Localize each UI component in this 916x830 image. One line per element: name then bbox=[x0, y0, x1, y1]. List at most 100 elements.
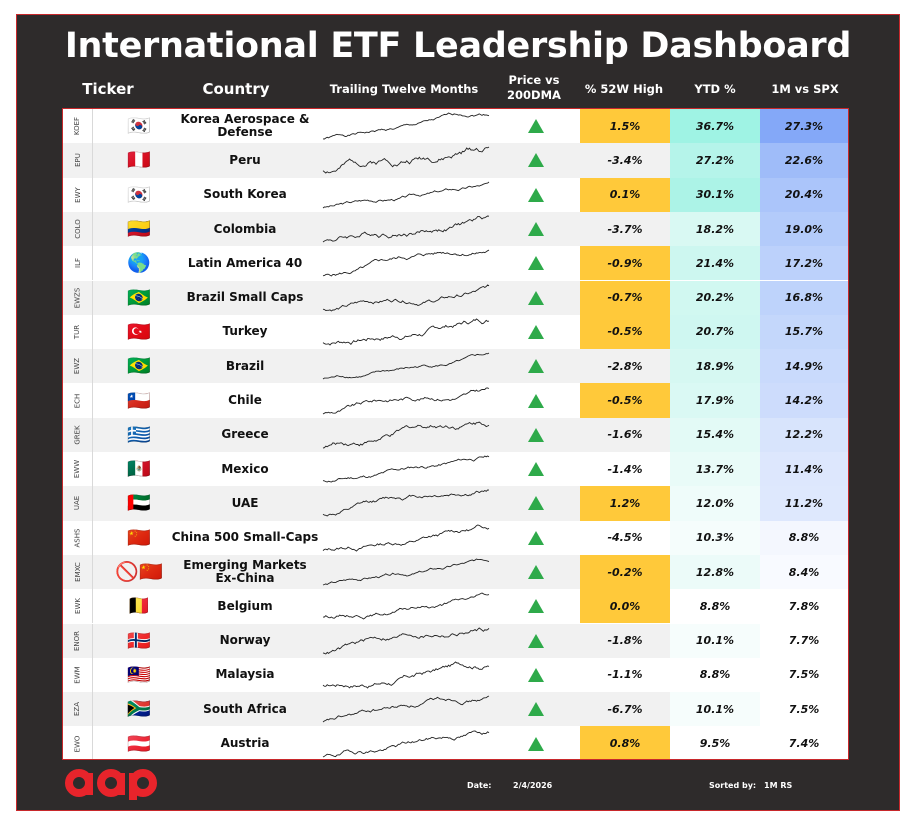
table-row: ENOR 🇳🇴 Norway -1.8% 10.1% 7.7% bbox=[63, 623, 848, 658]
ytd-cell: 20.7% bbox=[670, 314, 760, 350]
spx-value: 11.4% bbox=[784, 462, 824, 476]
ytd-value: 13.7% bbox=[695, 462, 735, 476]
pct-52w-high-value: 0.8% bbox=[609, 737, 641, 751]
pct-52w-high-value: -1.6% bbox=[607, 428, 643, 442]
country-label: South Africa bbox=[203, 701, 287, 716]
ytd-value: 27.2% bbox=[695, 153, 735, 167]
country-cell: Turkey bbox=[171, 315, 319, 349]
sparkline-cell bbox=[321, 281, 491, 315]
sparkline bbox=[322, 421, 490, 449]
up-arrow-icon bbox=[528, 633, 544, 648]
flag-icon: 🇰🇷 bbox=[127, 116, 151, 138]
pct-52w-high-value: -6.7% bbox=[607, 702, 643, 716]
flag-icon: 🇧🇷 bbox=[127, 287, 151, 309]
sparkline-cell bbox=[321, 486, 491, 520]
price-vs-200dma-cell bbox=[493, 212, 579, 246]
ytd-value: 9.5% bbox=[699, 737, 731, 751]
sparkline bbox=[322, 284, 490, 312]
ticker-cell: EWY bbox=[63, 177, 93, 212]
flag-cell: 🇿🇦 bbox=[95, 692, 183, 726]
sparkline-cell bbox=[321, 555, 491, 589]
spx-cell: 8.4% bbox=[760, 554, 848, 590]
up-arrow-icon bbox=[528, 565, 544, 580]
pct-52w-high-value: -3.4% bbox=[607, 153, 643, 167]
ticker-cell: KOEF bbox=[63, 109, 93, 144]
flag-cell: 🇬🇷 bbox=[95, 418, 183, 452]
pct-52w-high-cell: 1.5% bbox=[580, 109, 670, 144]
ytd-cell: 36.7% bbox=[670, 109, 760, 144]
country-label: Peru bbox=[229, 152, 261, 167]
flag-icon: 🇳🇴 bbox=[127, 630, 151, 652]
flag-icon: 🇵🇪 bbox=[127, 150, 151, 172]
spx-cell: 20.4% bbox=[760, 177, 848, 212]
ticker-cell: EWK bbox=[63, 589, 93, 624]
country-label: Turkey bbox=[222, 324, 268, 339]
sparkline bbox=[322, 387, 490, 414]
spx-cell: 19.0% bbox=[760, 211, 848, 247]
spx-value: 14.2% bbox=[784, 394, 824, 408]
flag-cell: 🇦🇪 bbox=[95, 486, 183, 520]
country-label: China 500 Small-Caps bbox=[171, 530, 319, 545]
spx-value: 20.4% bbox=[784, 188, 824, 202]
ytd-cell: 12.0% bbox=[670, 486, 760, 521]
table-row: TUR 🇹🇷 Turkey -0.5% 20.7% 15.7% bbox=[63, 314, 848, 350]
country-cell: Colombia bbox=[171, 212, 319, 246]
spx-value: 15.7% bbox=[784, 325, 824, 339]
header-price-vs-200dma: Price vs 200DMA bbox=[494, 73, 574, 103]
country-label: Brazil bbox=[225, 358, 265, 373]
up-arrow-icon bbox=[528, 427, 544, 442]
country-label: Norway bbox=[219, 633, 271, 648]
pct-52w-high-value: -4.5% bbox=[607, 531, 643, 545]
sparkline-path bbox=[322, 421, 490, 449]
ytd-cell: 13.7% bbox=[670, 452, 760, 487]
country-cell: South Africa bbox=[171, 692, 319, 726]
ytd-value: 36.7% bbox=[695, 119, 735, 133]
country-label: Latin America 40 bbox=[187, 255, 303, 270]
price-vs-200dma-cell bbox=[493, 349, 579, 383]
ticker-label: EWZS bbox=[73, 287, 82, 308]
spx-cell: 7.5% bbox=[760, 692, 848, 727]
pct-52w-high-cell: -6.7% bbox=[580, 692, 670, 726]
flag-icon: 🇧🇪 bbox=[127, 596, 151, 618]
ticker-cell: ECH bbox=[63, 383, 93, 418]
pct-52w-high-cell: -0.5% bbox=[580, 314, 670, 350]
sparkline bbox=[322, 318, 490, 346]
spx-value: 7.4% bbox=[788, 737, 820, 751]
up-arrow-icon bbox=[528, 153, 544, 168]
spx-value: 14.9% bbox=[784, 359, 824, 373]
country-cell: Austria bbox=[171, 726, 319, 759]
ytd-cell: 27.2% bbox=[670, 143, 760, 178]
ticker-cell: TUR bbox=[63, 314, 93, 350]
table-row: EWZ 🇧🇷 Brazil -2.8% 18.9% 14.9% bbox=[63, 349, 848, 384]
flag-cell: 🇨🇳 bbox=[95, 521, 183, 555]
pct-52w-high-value: -0.5% bbox=[607, 325, 643, 339]
country-cell: UAE bbox=[171, 486, 319, 520]
country-cell: Latin America 40 bbox=[171, 246, 319, 280]
sparkline-path bbox=[322, 455, 490, 483]
table-row: EWY 🇰🇷 South Korea 0.1% 30.1% 20.4% bbox=[63, 177, 848, 212]
pct-52w-high-cell: -4.5% bbox=[580, 521, 670, 555]
sparkline-path bbox=[322, 661, 490, 689]
ticker-label: ILF bbox=[73, 258, 82, 269]
header-price-line1: Price vs bbox=[508, 73, 560, 87]
table-row: EWW 🇲🇽 Mexico -1.4% 13.7% 11.4% bbox=[63, 452, 848, 487]
flag-icon: 🇲🇽 bbox=[127, 459, 151, 481]
spx-cell: 7.7% bbox=[760, 623, 848, 658]
ytd-value: 17.9% bbox=[695, 394, 735, 408]
ytd-value: 10.1% bbox=[695, 702, 735, 716]
price-vs-200dma-cell bbox=[493, 486, 579, 520]
ytd-cell: 10.3% bbox=[670, 520, 760, 555]
table-row: EWM 🇲🇾 Malaysia -1.1% 8.8% 7.5% bbox=[63, 657, 848, 693]
ticker-label: EMXC bbox=[73, 562, 82, 582]
ticker-label: EWW bbox=[73, 460, 82, 479]
flag-cell: 🇧🇷 bbox=[95, 281, 183, 315]
country-cell: Belgium bbox=[171, 589, 319, 623]
sparkline-path bbox=[322, 215, 490, 243]
sparkline bbox=[322, 147, 490, 175]
pct-52w-high-cell: 0.8% bbox=[580, 726, 670, 759]
footer-sort: 1M RS bbox=[764, 781, 793, 790]
pct-52w-high-cell: -1.1% bbox=[580, 658, 670, 692]
pct-52w-high-cell: 0.1% bbox=[580, 177, 670, 212]
spx-value: 19.0% bbox=[784, 222, 824, 236]
ticker-cell: EZA bbox=[63, 692, 93, 727]
